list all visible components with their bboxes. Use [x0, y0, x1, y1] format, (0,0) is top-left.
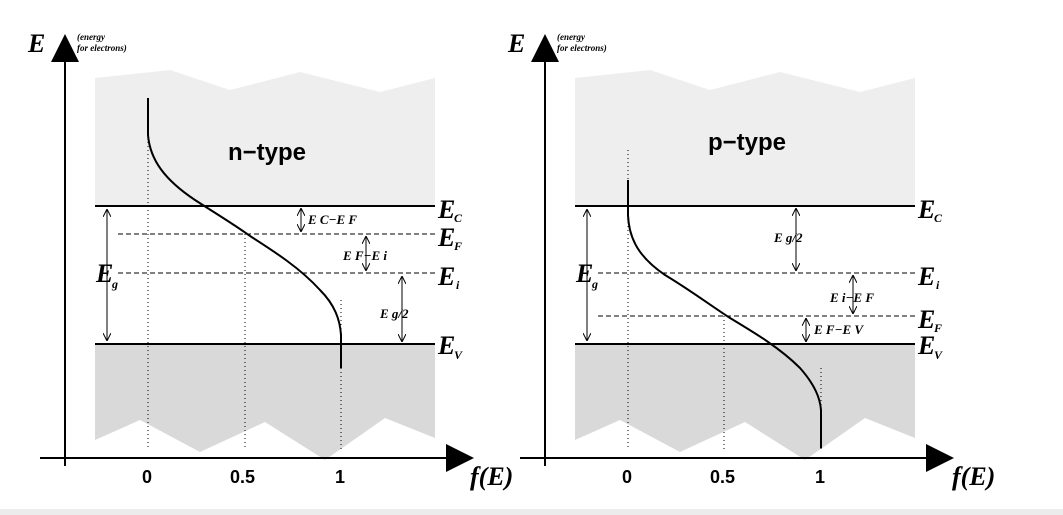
- band-gap-label: E g: [575, 259, 598, 291]
- svg-text:C: C: [454, 211, 463, 225]
- ev-label: E V: [917, 331, 943, 362]
- ec-ef-label: E C−E F: [307, 212, 357, 227]
- ef-label: E F: [437, 223, 462, 253]
- n-type-panel: E (energy for electrons) n−type E C E F …: [27, 29, 513, 491]
- svg-text:V: V: [454, 348, 463, 362]
- svg-text:E: E: [437, 331, 455, 360]
- x-tick-label-05: 0.5: [230, 467, 255, 487]
- valence-band-region: [575, 344, 915, 460]
- band-gap-label: E g: [95, 259, 118, 291]
- svg-text:E: E: [437, 195, 455, 224]
- svg-text:F: F: [933, 321, 942, 335]
- svg-text:g: g: [591, 277, 598, 291]
- x-axis-label: f(E): [470, 462, 513, 491]
- svg-text:i: i: [936, 278, 940, 292]
- fermi-curve: [147, 98, 342, 368]
- eg-half-label: E g/2: [379, 306, 409, 321]
- energy-axis-note-2: for electrons): [557, 43, 607, 53]
- ei-label: E i: [437, 262, 460, 292]
- bottom-divider: [0, 509, 1063, 515]
- ei-label: E i: [917, 262, 940, 292]
- ef-label: E F: [917, 305, 942, 335]
- x-axis-label: f(E): [952, 462, 995, 491]
- region-title: n−type: [228, 139, 306, 166]
- conduction-band-region: [575, 70, 915, 206]
- ec-label: E C: [437, 195, 463, 225]
- svg-text:V: V: [934, 348, 943, 362]
- x-tick-label-05: 0.5: [710, 467, 735, 487]
- conduction-band-region: [95, 70, 435, 206]
- p-type-panel: E (energy for electrons) p−type E C E i …: [507, 29, 995, 491]
- energy-axis-label: E: [27, 29, 45, 58]
- svg-text:F: F: [453, 239, 462, 253]
- x-tick-label-1: 1: [815, 467, 825, 487]
- ev-label: E V: [437, 331, 463, 362]
- ec-label: E C: [917, 195, 943, 225]
- svg-text:E: E: [917, 331, 935, 360]
- fermi-curve: [627, 180, 822, 448]
- energy-axis-note-2: for electrons): [77, 43, 127, 53]
- svg-text:E: E: [917, 195, 935, 224]
- svg-text:E: E: [917, 305, 935, 334]
- svg-text:E: E: [95, 259, 113, 288]
- svg-text:C: C: [934, 211, 943, 225]
- ef-ei-label: E F−E i: [342, 248, 387, 263]
- valence-band-region: [95, 344, 435, 460]
- eg-half-label: E g/2: [773, 230, 803, 245]
- x-tick-label-0: 0: [622, 467, 632, 487]
- svg-text:E: E: [917, 262, 935, 291]
- svg-text:E: E: [575, 259, 593, 288]
- x-tick-label-0: 0: [142, 467, 152, 487]
- ef-ev-label: E F−E V: [813, 322, 864, 337]
- svg-text:E: E: [437, 262, 455, 291]
- ei-ef-label: E i−E F: [829, 290, 874, 305]
- energy-axis-label: E: [507, 29, 525, 58]
- region-title: p−type: [708, 129, 786, 156]
- svg-text:i: i: [456, 278, 460, 292]
- energy-axis-note-1: (energy: [557, 32, 586, 42]
- energy-axis-note-1: (energy: [77, 32, 106, 42]
- svg-text:g: g: [111, 277, 118, 291]
- x-tick-label-1: 1: [335, 467, 345, 487]
- svg-text:E: E: [437, 223, 455, 252]
